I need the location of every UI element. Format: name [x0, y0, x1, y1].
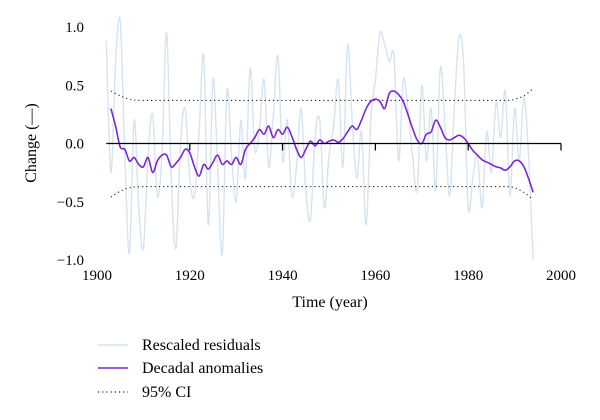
legend-label-anomalies: Decadal anomalies [142, 360, 263, 377]
x-tick-label: 2000 [546, 268, 576, 284]
x-tick-label: 1900 [82, 268, 112, 284]
x-tick-label: 1940 [268, 268, 298, 284]
y-tick-label: 0.5 [65, 78, 84, 94]
series-line-rescaled-residuals [105, 16, 534, 261]
y-tick-label: 1.0 [65, 20, 84, 36]
y-tick-label: −0.5 [57, 195, 84, 211]
series-line-ci-upper [110, 88, 534, 102]
series-line-ci-lower [110, 185, 534, 200]
y-tick-label: 0.0 [65, 137, 84, 153]
x-tick-label: 1960 [360, 268, 390, 284]
legend-label-ci: 95% CI [142, 384, 191, 401]
legend-label-residuals: Rescaled residuals [142, 337, 261, 354]
legend: Rescaled residuals Decadal anomalies 95%… [98, 337, 263, 401]
x-tick-label: 1980 [453, 268, 483, 284]
x-tick-label: 1920 [175, 268, 205, 284]
plot-area [105, 16, 534, 261]
series-line-decadal-anomalies [110, 90, 534, 193]
y-axis-title: Change (—) [23, 103, 40, 183]
y-tick-label: −1.0 [57, 253, 84, 269]
x-axis-title: Time (year) [292, 294, 367, 311]
